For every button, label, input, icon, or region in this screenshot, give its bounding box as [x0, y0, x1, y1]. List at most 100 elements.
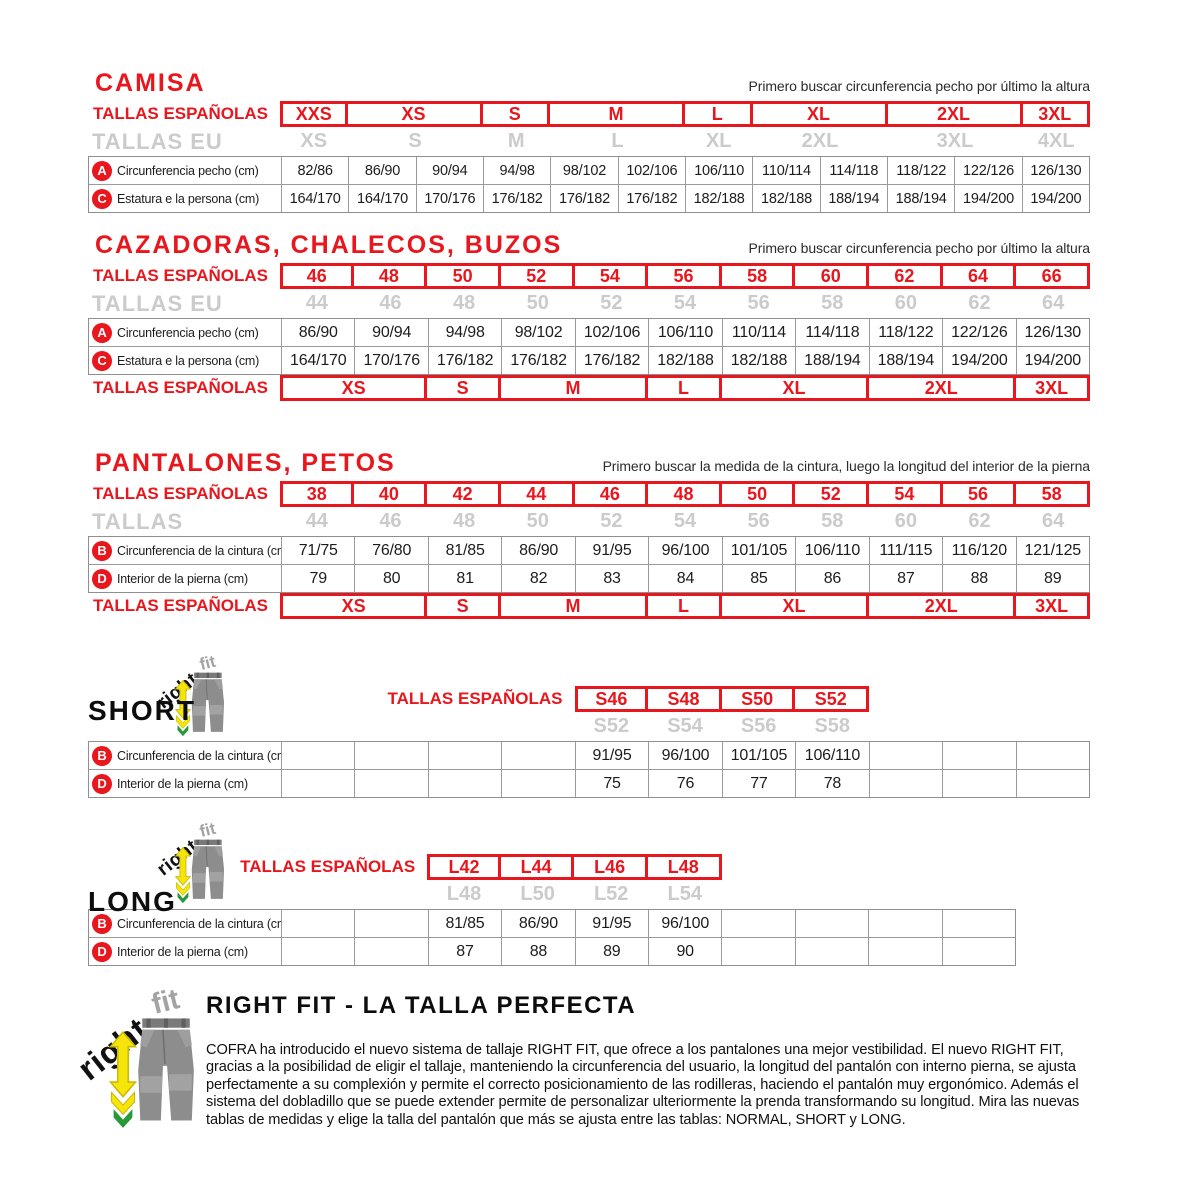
table-row: D Interior de la pierna (cm) 75 76 77 78	[89, 769, 1089, 797]
size-value-cell: 182/188	[721, 347, 795, 374]
size-box: L	[682, 101, 753, 127]
camisa-title: CAMISA	[95, 69, 206, 97]
size-box: 3XL	[1019, 101, 1090, 127]
size-box: 54	[866, 481, 943, 507]
table-row: C Estatura e la persona (cm) 164/170 170/17…	[89, 346, 1089, 374]
measurement-rows: A Circunferencia pecho (cm) 82/86 86/90 90/9…	[88, 156, 1090, 213]
eu-size: 54	[673, 292, 697, 314]
size-value-cell: 96/100	[648, 742, 721, 769]
eu-size: 52	[600, 292, 623, 314]
size-value-cell	[354, 770, 427, 797]
bottom-size-row: TALLAS ESPAÑOLAS XS S M L XL 2XL 3XL	[88, 375, 1090, 401]
size-value-cell: 106/110	[685, 157, 752, 184]
eu-size: 64	[1042, 292, 1065, 314]
row-label-text: Circunferencia de la cintura (cm)	[117, 748, 281, 763]
size-value-cell: 176/182	[617, 185, 685, 212]
size-box: 3XL	[1013, 375, 1090, 401]
size-value-cell: 102/106	[617, 157, 685, 184]
size-box: 3XL	[1013, 593, 1090, 619]
size-box: 58	[718, 263, 796, 289]
row-label: B Circunferencia de la cintura (cm)	[89, 742, 281, 769]
es-size-row: TALLAS ESPAÑOLAS S46 S48 S50 S52	[88, 686, 1090, 712]
size-box: 2XL	[866, 593, 1017, 619]
row-letter-badge: D	[92, 773, 112, 794]
size-value-cell: 182/188	[752, 185, 819, 212]
eu-size-row: TALLAS EU 44 46 48 50 52 54 56 58 60 62 64	[88, 289, 1090, 318]
size-value-cell: 83	[574, 565, 648, 592]
size-value-cell: 84	[648, 565, 721, 592]
size-value-cell: 188/194	[887, 185, 954, 212]
eu-size: 50	[526, 292, 549, 314]
size-value-cell: 194/200	[1021, 185, 1089, 212]
es-sizes-label: TALLAS ESPAÑOLAS	[387, 689, 563, 708]
size-value-cell: 87	[868, 565, 942, 592]
size-value-cell	[281, 742, 354, 769]
table-row: C Estatura e la persona (cm) 164/170 164/17…	[89, 184, 1089, 212]
row-letter-badge: B	[92, 913, 112, 934]
size-box: XXS	[280, 101, 348, 127]
size-value-cell: 94/98	[427, 319, 501, 346]
cazadoras-title: CAZADORAS, CHALECOS, BUZOS	[95, 231, 563, 259]
camisa-section: CAMISA Primero buscar circunferencia pec…	[88, 70, 1090, 213]
size-box: S	[424, 593, 501, 619]
eu-size: 4XL	[1037, 130, 1075, 152]
size-box: S46	[574, 686, 649, 712]
eu-size: XL	[705, 130, 732, 152]
size-box: 44	[497, 481, 575, 507]
eu-size: 3XL	[936, 130, 974, 152]
size-box: 56	[645, 263, 722, 289]
size-value-cell: 111/115	[868, 537, 942, 564]
size-value-cell: 188/194	[795, 347, 868, 374]
size-value-cell	[868, 910, 941, 937]
es-sizes-label: TALLAS ESPAÑOLAS	[92, 104, 268, 123]
size-value-cell: 164/170	[348, 185, 415, 212]
eu-size: 2XL	[801, 130, 839, 152]
size-value-cell: 102/106	[574, 319, 648, 346]
size-value-cell	[427, 770, 501, 797]
size-box: XL	[718, 593, 870, 619]
size-value-cell: 126/130	[1021, 157, 1089, 184]
table-row: D Interior de la pierna (cm) 87 88 89 90	[89, 937, 1015, 965]
size-value-cell: 76	[648, 770, 721, 797]
table-row: B Circunferencia de la cintura (cm) 71/75 7…	[89, 537, 1089, 564]
size-value-cell	[354, 938, 427, 965]
size-value-cell: 79	[281, 565, 354, 592]
row-label: A Circunferencia pecho (cm)	[89, 157, 281, 184]
size-box: 62	[866, 263, 943, 289]
size-value-cell	[281, 770, 354, 797]
eu-size: 48	[452, 292, 476, 314]
eu-size: 56	[747, 292, 770, 314]
eu-size-row: TALLAS EU XS S M L XL 2XL 3XL 4XL	[88, 127, 1090, 156]
size-value-cell: 126/130	[1015, 319, 1089, 346]
fit-arrows-icon	[174, 846, 192, 904]
row-label: D Interior de la pierna (cm)	[89, 565, 281, 592]
size-value-cell: 170/176	[354, 347, 427, 374]
row-label: D Interior de la pierna (cm)	[89, 938, 281, 965]
table-row: A Circunferencia pecho (cm) 86/90 90/94 94/9…	[89, 319, 1089, 346]
pantalones-table: TALLAS ESPAÑOLAS 38 40 42 44 46 48 50 52 54 56 58 TA…	[88, 481, 1090, 619]
eu-size: 62	[968, 292, 991, 314]
eu-size: 64	[1042, 510, 1065, 532]
size-value-cell: 98/102	[550, 157, 617, 184]
row-label: C Estatura e la persona (cm)	[89, 185, 281, 212]
es-sizes-label: TALLAS ESPAÑOLAS	[92, 378, 268, 397]
size-value-cell: 101/105	[721, 537, 795, 564]
size-box: XS	[280, 593, 428, 619]
measurement-rows: A Circunferencia pecho (cm) 86/90 90/94 94/9…	[88, 318, 1090, 375]
row-label-text: Circunferencia de la cintura (cm)	[117, 916, 281, 931]
size-box: S50	[718, 686, 796, 712]
size-value-cell: 91/95	[574, 910, 648, 937]
size-value-cell: 106/110	[648, 319, 721, 346]
size-value-cell	[721, 910, 794, 937]
size-value-cell: 114/118	[795, 319, 868, 346]
size-value-cell	[794, 938, 868, 965]
rightfit-logo: right fit	[153, 652, 239, 745]
row-letter-badge: B	[92, 745, 112, 766]
size-value-cell: 176/182	[427, 347, 501, 374]
eu-size: 46	[379, 292, 402, 314]
size-box: L	[645, 593, 722, 619]
size-value-cell: 90/94	[415, 157, 483, 184]
size-box: 60	[792, 263, 870, 289]
size-value-cell	[868, 742, 942, 769]
size-box: 64	[939, 263, 1017, 289]
